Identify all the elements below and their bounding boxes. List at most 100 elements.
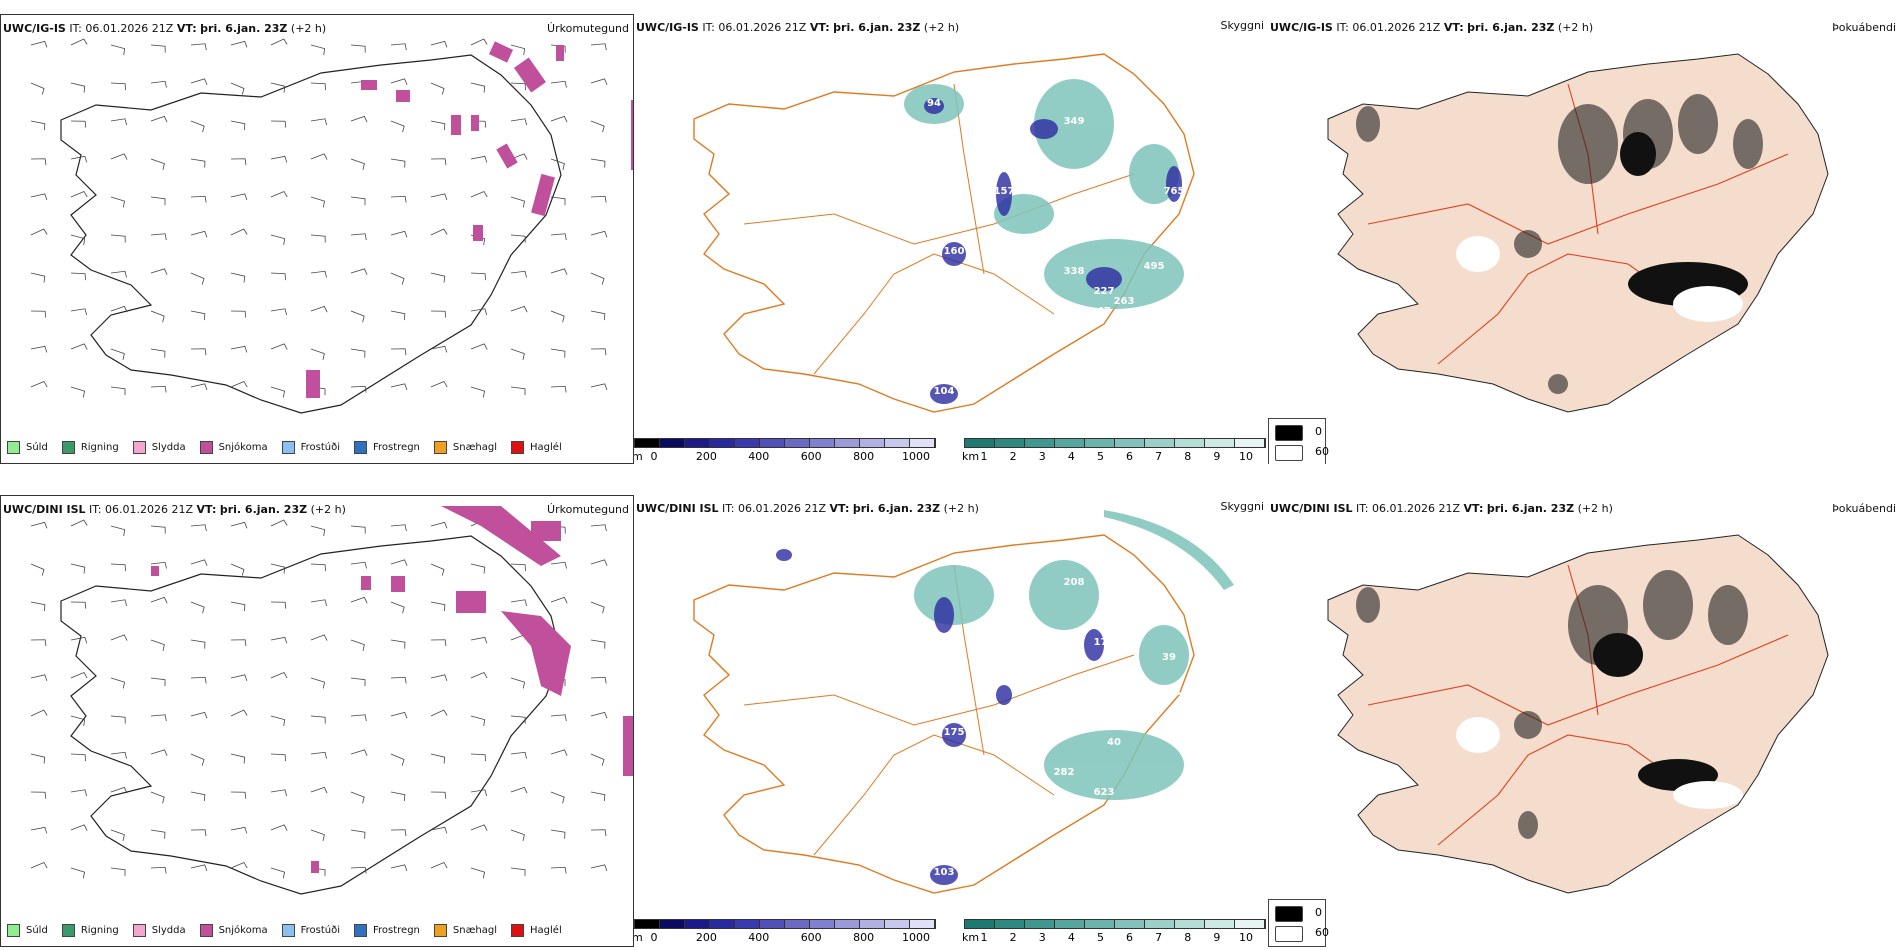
wind-barb [590,310,606,321]
cloud-base-label: 495 [1144,261,1165,272]
wind-barb [30,674,48,681]
wind-barb [270,386,285,398]
wind-barb [470,155,488,163]
wind-barb [30,861,48,869]
wind-barb [550,348,566,358]
legend-item: Snjókoma [199,441,268,454]
visibility-colorbar: km 1 2 3 4 5 6 7 8 9 10 [962,919,1266,945]
precip-panel-top: UWC/IG-IS IT: 06.01.2026 21Z VT: þri. 6.… [0,14,634,464]
run-header: UWC/DINI ISL IT: 06.01.2026 21Z VT: þri.… [3,503,346,516]
wind-barb [550,749,568,756]
precip-panel-bottom: UWC/DINI ISL IT: 06.01.2026 21Z VT: þri.… [0,495,634,947]
legend-label: Slydda [151,442,186,453]
wind-barb [390,230,408,238]
legend-swatch [354,924,367,937]
wind-barb [390,43,407,51]
snow-patches [306,41,633,398]
colorbar-tick: 4 [1067,931,1075,944]
wind-barb [270,38,288,46]
legend-swatch [7,924,20,937]
wind-barb [430,82,445,95]
wind-barb [470,343,488,350]
wind-barb [510,153,528,160]
wind-barb [590,676,607,684]
wind-barb [390,272,405,285]
run-header: UWC/IG-IS IT: 06.01.2026 21Z VT: þri. 6.… [636,21,960,34]
legend-swatch [132,924,146,937]
colorbar-tick: 0 [650,450,658,463]
panel-title: Þokuábendi [1832,502,1896,515]
wind-barb [350,677,366,687]
wind-barb [230,521,248,529]
wind-barb [350,749,368,756]
legend-item: Haglél [511,924,562,937]
wind-barb [510,867,526,877]
wind-barb [550,310,565,323]
legend-item: Slydda [132,441,186,454]
colorbar-tick: 7 [1155,450,1163,463]
wind-barb [150,749,168,756]
wind-barb [150,44,166,53]
wind-barb [270,308,288,316]
wind-barb [510,305,528,313]
wind-barb [390,676,407,684]
colorbar-tick: 2 [1009,931,1017,944]
wind-barb [510,196,525,208]
wind-barb [270,272,286,281]
wind-barb [150,525,166,534]
wind-barb [270,671,288,679]
colorbar-tick: 4 [1067,450,1075,463]
wind-barb [70,601,87,609]
legend-swatch [7,441,20,454]
fog-legend-label: 0 [1315,906,1322,919]
legend-label: Rigning [80,925,119,936]
panel-title: Úrkomutegund [547,503,629,516]
wind-barb [110,829,125,841]
colorbar-strip [964,438,1266,448]
legend-swatch [511,924,525,937]
wind-barb [310,234,326,243]
wind-barb [230,310,247,318]
wind-barb [30,753,46,764]
wind-barb [230,753,246,764]
wind-barb [590,120,605,133]
wind-barb [150,639,165,651]
wind-barb [70,155,88,163]
wind-barb [310,677,325,689]
wind-barb [350,525,366,534]
wind-barb [390,559,408,566]
wind-barb [110,153,128,160]
wind-barb [350,791,365,804]
wind-barb [30,601,46,612]
colorbar-tick: 5 [1096,931,1104,944]
cloud-base-label: 160 [944,246,965,257]
wind-barb [510,563,526,572]
wind-barb [70,519,88,527]
colorbar-tick: 3 [1038,450,1046,463]
wind-barb [70,715,86,727]
wind-barb [110,196,125,208]
legend-item: Rigning [61,441,119,454]
wind-barb [190,272,205,285]
wind-barb [470,190,488,198]
wind-barb [110,525,126,537]
wind-barb [230,861,248,869]
fog-legend: 0 60 [1268,899,1329,947]
wind-barb [310,348,325,360]
cloud-base-label: 94 [927,98,941,109]
wind-barb [590,158,606,168]
colorbar-tick: 5 [1096,450,1104,463]
wind-barb [150,791,165,804]
wind-barb [190,829,207,837]
wind-barb [310,634,328,641]
wind-barb [310,715,326,724]
wind-barb [30,120,46,131]
wind-barb [70,386,85,398]
wind-barb [470,38,488,46]
wind-barb [590,864,608,871]
cloud-map: 208 176 19 175 623 282 64 40 103 39 [693,510,1234,894]
wind-barb [430,380,448,388]
wind-barb [270,601,287,609]
wind-barb [150,829,166,839]
wind-barb [350,561,367,569]
